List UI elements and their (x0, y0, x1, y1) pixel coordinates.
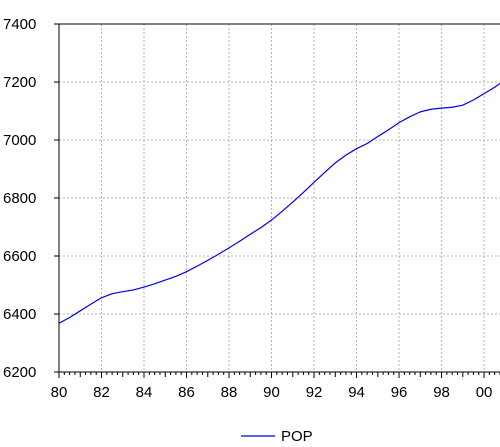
x-tick-label: 00 (476, 384, 493, 401)
chart-series-layer (58, 82, 500, 324)
x-tick-label: 94 (348, 384, 365, 401)
y-tick-label: 7400 (3, 16, 36, 33)
series-line-pop (58, 82, 500, 324)
x-tick-label: 96 (391, 384, 408, 401)
y-tick-label: 6600 (3, 248, 36, 265)
chart-legend: POP (241, 428, 313, 445)
y-tick-label: 6200 (3, 364, 36, 381)
legend-label-pop: POP (281, 428, 313, 445)
y-tick-label: 7200 (3, 74, 36, 91)
chart-axes (58, 23, 500, 373)
x-tick-label: 80 (51, 384, 68, 401)
tick-labels: 80 82 84 86 88 90 92 94 96 98 00 6200 6400 6600 6800 70… (3, 16, 492, 401)
y-tick-label: 6400 (3, 306, 36, 323)
x-tick-label: 92 (306, 384, 323, 401)
y-tick-label: 6800 (3, 190, 36, 207)
x-tick-label: 90 (263, 384, 280, 401)
chart-grid (58, 23, 500, 372)
x-tick-label: 88 (221, 384, 238, 401)
axis-ticks (54, 23, 500, 378)
x-tick-label: 86 (178, 384, 195, 401)
x-tick-label: 84 (136, 384, 153, 401)
x-tick-label: 98 (433, 384, 450, 401)
y-tick-label: 7000 (3, 132, 36, 149)
x-tick-label: 82 (93, 384, 110, 401)
